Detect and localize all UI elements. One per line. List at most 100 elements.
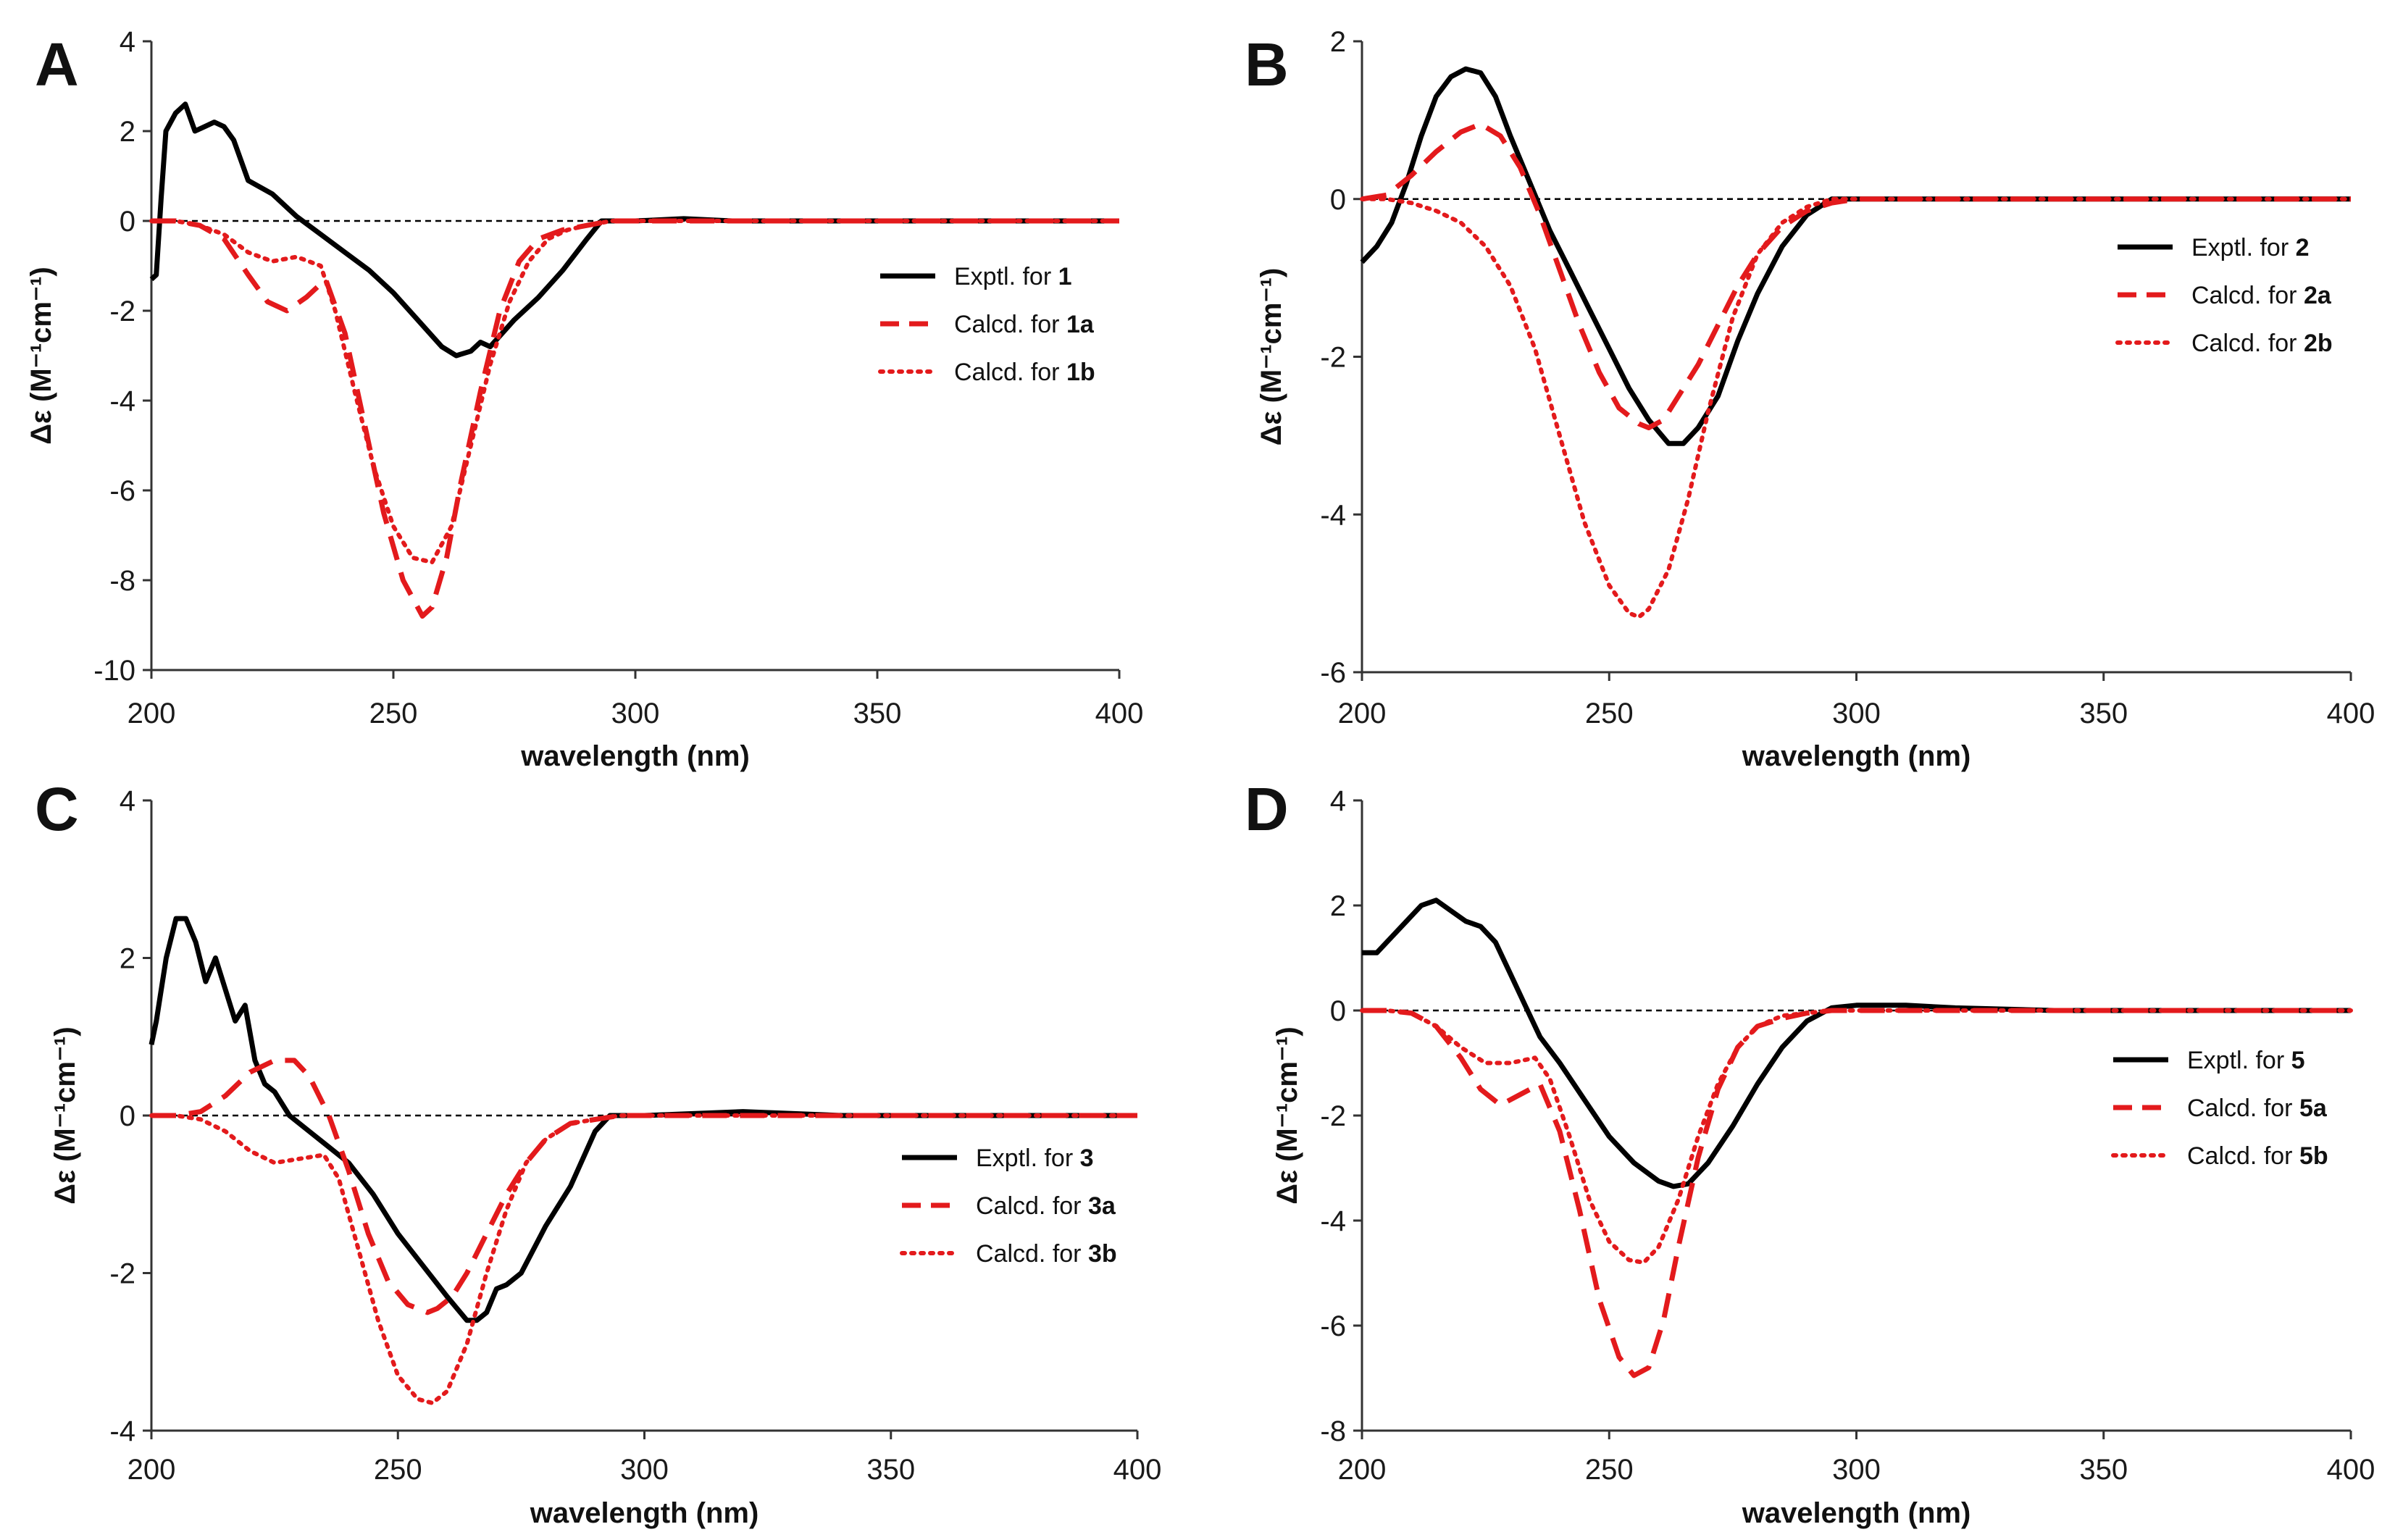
legend-compound: 5b	[2299, 1142, 2328, 1170]
x-axis-label: wavelength (nm)	[1742, 1497, 1971, 1529]
legend-prefix: Calcd. for	[2191, 330, 2304, 357]
y-tick-label: -6	[1320, 1310, 1346, 1342]
y-tick-label: -2	[109, 296, 135, 327]
x-tick-label: 300	[1832, 698, 1881, 729]
x-tick-label: 250	[374, 1454, 422, 1486]
y-tick-label: -4	[1320, 499, 1346, 531]
x-axis-label: wavelength (nm)	[1742, 740, 1971, 772]
x-tick-label: 250	[1585, 1454, 1634, 1486]
y-tick-label: -6	[109, 475, 135, 507]
legend: Exptl. for 1 Calcd. for 1a Calcd. for 1b	[878, 263, 1095, 386]
x-tick-label: 200	[1338, 698, 1387, 729]
y-axis-label: Δε (M⁻¹cm⁻¹)	[1271, 1026, 1303, 1205]
legend-compound: 1b	[1066, 359, 1095, 386]
y-tick-label: 2	[1330, 890, 1346, 922]
legend-compound: 2a	[2304, 282, 2332, 309]
series-line-3b	[149, 1113, 1140, 1405]
series-line-2a	[1361, 121, 2351, 430]
x-tick-label: 200	[128, 698, 176, 729]
x-tick-label: 250	[369, 698, 418, 729]
legend-entry: Calcd. for 1a	[954, 311, 1095, 338]
y-tick-label: 4	[1330, 785, 1346, 817]
legend-prefix: Exptl. for	[2191, 234, 2296, 261]
y-tick-label: 2	[120, 943, 135, 975]
y-tick-label: -2	[1320, 342, 1346, 374]
y-tick-label: 0	[1330, 995, 1346, 1027]
legend-entry: Calcd. for 5a	[2187, 1095, 2328, 1122]
y-axis-label: Δε (M⁻¹cm⁻¹)	[1255, 268, 1287, 446]
legend-entry: Calcd. for 5b	[2187, 1142, 2328, 1170]
panel-b: B -6 -4 -2 0 2 200 250 300 350 400 wavelength (nm) Δ…	[1245, 26, 2375, 772]
legend-compound: 3	[1080, 1144, 1094, 1172]
series-line-1a	[151, 218, 1119, 619]
y-tick-label: -8	[109, 565, 135, 597]
y-tick-label: 2	[1330, 26, 1346, 58]
y-tick-label: -4	[109, 385, 135, 417]
panel-letter: C	[35, 775, 79, 843]
legend-entry: Exptl. for 3	[976, 1144, 1094, 1172]
y-tick-label: -10	[93, 655, 135, 687]
legend-entry: Calcd. for 2a	[2191, 282, 2332, 309]
y-tick-label: 0	[1330, 184, 1346, 216]
y-tick-label: 0	[120, 1100, 135, 1132]
legend-entry: Calcd. for 3a	[976, 1192, 1116, 1220]
y-tick-label: -4	[1320, 1205, 1346, 1237]
legend-compound: 5a	[2299, 1095, 2328, 1122]
y-tick-label: 4	[120, 785, 135, 817]
legend-compound: 3b	[1088, 1240, 1117, 1268]
legend-entry: Exptl. for 2	[2191, 234, 2310, 261]
x-axis-label: wavelength (nm)	[520, 740, 750, 772]
x-tick-label: 400	[2327, 1454, 2375, 1486]
x-tick-label: 350	[853, 698, 902, 729]
x-axis-label: wavelength (nm)	[530, 1497, 759, 1529]
legend-entry: Calcd. for 3b	[976, 1240, 1117, 1268]
x-tick-label: 300	[620, 1454, 669, 1486]
legend-compound: 3a	[1088, 1192, 1116, 1220]
x-tick-label: 200	[1338, 1454, 1387, 1486]
legend-prefix: Calcd. for	[2187, 1095, 2299, 1122]
y-tick-label: 4	[120, 26, 135, 58]
y-tick-label: -4	[109, 1415, 135, 1447]
legend-prefix: Calcd. for	[976, 1192, 1088, 1220]
legend-compound: 1	[1058, 263, 1072, 290]
legend-entry: Calcd. for 2b	[2191, 330, 2333, 357]
legend-entry: Exptl. for 5	[2187, 1047, 2305, 1074]
panel-c: C -4 -2 0 2 4 200 250 300 350 400 wavelength (nm) Δε…	[35, 775, 1161, 1529]
legend-prefix: Calcd. for	[2187, 1142, 2299, 1170]
y-tick-label: -6	[1320, 657, 1346, 689]
x-tick-label: 250	[1585, 698, 1634, 729]
series-line-3a	[151, 1058, 1137, 1315]
x-tick-label: 400	[2327, 698, 2375, 729]
panel-a: A -10 -8 -6 -4 -2 0 2 4 200 250 300 350 400 wavelength…	[25, 26, 1143, 772]
y-axis-label: Δε (M⁻¹cm⁻¹)	[49, 1026, 81, 1205]
legend-compound: 1a	[1066, 311, 1095, 338]
legend-prefix: Exptl. for	[954, 263, 1058, 290]
series-line-1b	[149, 219, 1121, 565]
legend-compound: 5	[2291, 1047, 2305, 1074]
y-tick-label: 2	[120, 116, 135, 148]
legend-compound: 2b	[2304, 330, 2333, 357]
legend-prefix: Exptl. for	[976, 1144, 1080, 1172]
x-tick-label: 300	[611, 698, 660, 729]
legend-compound: 2	[2296, 234, 2310, 261]
x-tick-label: 300	[1832, 1454, 1881, 1486]
y-tick-label: -8	[1320, 1415, 1346, 1447]
y-tick-label: 0	[120, 206, 135, 238]
legend-prefix: Calcd. for	[2191, 282, 2304, 309]
legend-prefix: Calcd. for	[976, 1240, 1088, 1268]
legend-entry: Exptl. for 1	[954, 263, 1072, 290]
legend-entry: Calcd. for 1b	[954, 359, 1095, 386]
x-tick-label: 400	[1113, 1454, 1162, 1486]
x-tick-label: 350	[2079, 698, 2128, 729]
series-line-5b	[1360, 1008, 2353, 1265]
x-tick-label: 200	[128, 1454, 176, 1486]
x-tick-label: 400	[1095, 698, 1144, 729]
panel-letter: D	[1245, 775, 1289, 843]
y-tick-label: -2	[1320, 1100, 1346, 1132]
legend-prefix: Calcd. for	[954, 359, 1066, 386]
